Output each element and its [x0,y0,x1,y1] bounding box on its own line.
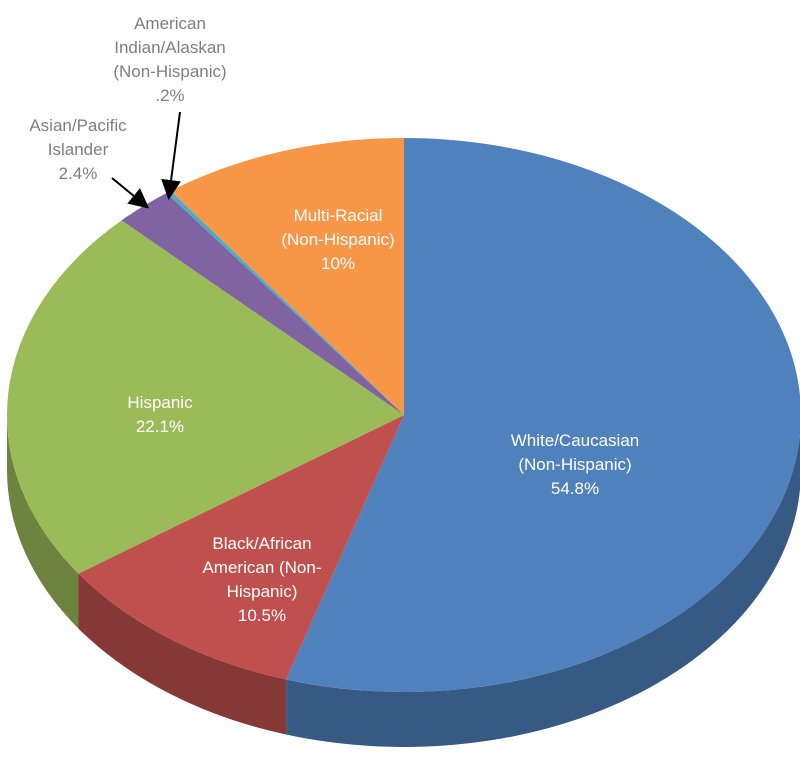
category-label: Black/African American (Non-Hispanic) [202,534,322,601]
category-label: American Indian/Alaskan (Non-Hispanic) [113,14,227,81]
slice-label: Multi-Racial (Non-Hispanic) 10% [273,204,403,276]
pie-slice [121,192,405,415]
pie-slice-side [286,433,800,747]
pie-slice [166,190,404,415]
pie-slice [170,138,404,415]
pie-slice [78,415,405,680]
value-label: .2% [155,86,185,105]
value-label: 54.8% [550,479,600,498]
pie-sides [7,415,800,747]
pie-slice-side [7,415,79,629]
slice-label: Black/African American (Non-Hispanic) 10.… [197,532,327,628]
callout-arrow [111,177,150,209]
pie-slice [286,138,800,692]
category-label: Asian/Pacific Islander [29,116,127,159]
callout-arrow [161,111,181,200]
value-label: 22.1% [135,417,185,436]
category-label: White/Caucasian (Non-Hispanic) [510,431,640,474]
value-label: 2.4% [58,164,98,183]
category-label: Hispanic [127,393,193,412]
category-label: Multi-Racial (Non-Hispanic) [281,206,395,249]
value-label: 10% [320,254,356,273]
pie-slice [6,220,405,574]
slice-label: American Indian/Alaskan (Non-Hispanic) .2… [95,12,245,108]
value-label: 10.5% [237,606,287,625]
slice-label: Asian/Pacific Islander 2.4% [13,114,143,186]
pie-slice-side [78,573,287,735]
slice-label: White/Caucasian (Non-Hispanic) 54.8% [490,429,660,501]
slice-label: Hispanic 22.1% [105,391,215,439]
pie-tops [6,138,800,692]
